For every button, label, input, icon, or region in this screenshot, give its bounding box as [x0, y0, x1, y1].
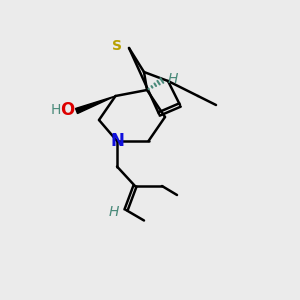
Polygon shape	[76, 96, 116, 113]
Text: H: H	[109, 206, 119, 219]
Text: H: H	[51, 103, 61, 117]
Text: H: H	[168, 72, 178, 86]
Text: S: S	[112, 40, 122, 53]
Text: N: N	[110, 132, 124, 150]
Text: O: O	[60, 101, 75, 119]
